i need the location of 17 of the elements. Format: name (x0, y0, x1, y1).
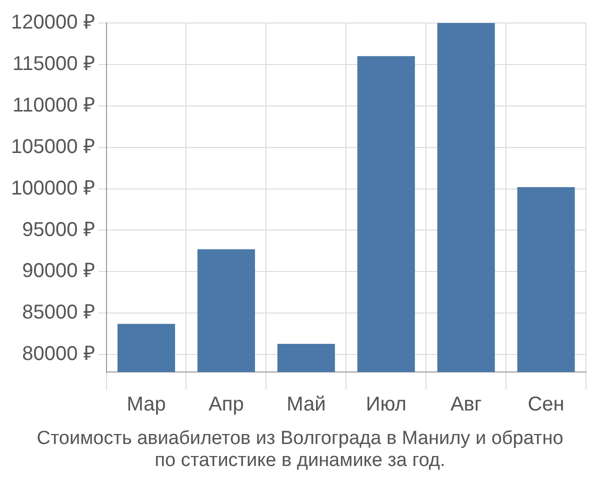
y-tick-label: 110000 ₽ (12, 94, 96, 116)
text: по статистике в динамике за год. (154, 450, 446, 472)
y-tick-label: 80000 ₽ (22, 343, 96, 366)
y-tick-label: 100000 ₽ (11, 177, 96, 200)
x-tick-label: Сен (528, 394, 564, 416)
x-tick-label: Апр (208, 394, 244, 416)
x-tick-label: Авг (450, 394, 482, 416)
y-tick-label: 120000 ₽ (11, 12, 96, 34)
y-tick-label: 115000 ₽ (12, 52, 96, 75)
y-tick-label: 95000 ₽ (22, 218, 96, 241)
y-tick-label: 85000 ₽ (22, 302, 96, 324)
y-tick-label: 105000 ₽ (11, 136, 96, 158)
y-tick-label: 90000 ₽ (22, 260, 96, 282)
text: Стоимость авиабилетов из Волгограда в Манилу и обратно (36, 428, 564, 450)
x-tick-label: Июл (366, 394, 406, 416)
x-tick-label: Май (286, 394, 326, 416)
x-tick-label: Мар (126, 394, 166, 416)
